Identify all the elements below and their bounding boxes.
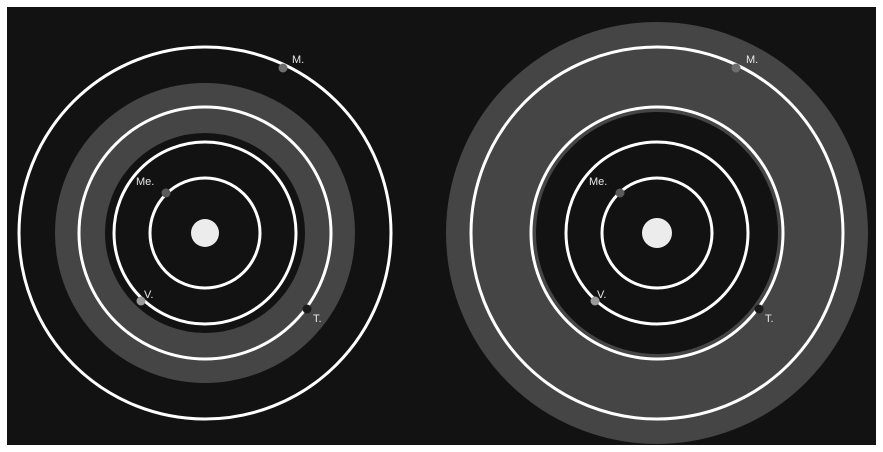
right-label-venus: V.: [597, 289, 606, 301]
right-sun: [642, 218, 672, 248]
left-label-mars: M.: [292, 54, 304, 66]
right-orbit-earth: [529, 105, 785, 361]
right-planet-venus: [590, 296, 600, 306]
left-label-mercury: Me.: [136, 176, 154, 188]
right-label-mercury: Me.: [589, 176, 607, 188]
right-label-mars: M.: [746, 54, 758, 66]
right-orbit-mars: [469, 45, 845, 421]
right-habitable-zone: [446, 22, 868, 444]
left-orbit-mars: [17, 45, 393, 421]
left-planet-mercury: [161, 188, 171, 198]
left-orbit-venus: [112, 140, 298, 326]
left-planet-venus: [136, 296, 146, 306]
left-label-earth: T.: [313, 313, 322, 325]
left-label-venus: V.: [144, 289, 153, 301]
left-orbit-earth: [77, 105, 333, 361]
left-orbit-mercury: [148, 176, 262, 290]
right-orbit-mercury: [600, 176, 714, 290]
right-label-earth: T.: [765, 313, 774, 325]
left-sun: [191, 219, 219, 247]
right-orbit-venus: [564, 140, 750, 326]
right-planet-mercury: [615, 188, 625, 198]
right-diagram: M. Me. V. T.: [446, 22, 868, 444]
left-planet-mars: [278, 63, 288, 73]
right-planet-mars: [731, 63, 741, 73]
right-planet-earth: [754, 304, 764, 314]
left-diagram: M. Me. V. T.: [17, 45, 393, 421]
left-planet-earth: [302, 304, 312, 314]
